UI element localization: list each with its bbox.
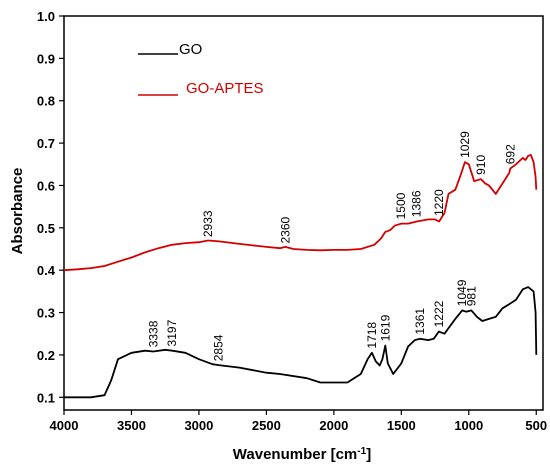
legend-label-go-aptes: GO-APTES <box>186 80 264 97</box>
y-tick-label-1.0: 1.0 <box>37 9 55 24</box>
y-tick-label-0.8: 0.8 <box>37 94 55 109</box>
peak-label-1220: 1220 <box>432 189 446 216</box>
y-tick-label-0.4: 0.4 <box>37 263 56 278</box>
peak-label-1361: 1361 <box>413 308 427 335</box>
plot-border <box>63 15 544 411</box>
peak-label-1500: 1500 <box>394 192 408 219</box>
axes: 4000 3500 3000 2500 2000 1500 1000 500 0.1 0.2 0.3… <box>37 9 547 433</box>
x-axis-title-main: Wavenumber [cm <box>233 446 357 463</box>
peak-label-1222: 1222 <box>432 300 446 327</box>
peak-label-1619: 1619 <box>378 314 392 341</box>
series-line-go <box>64 286 538 399</box>
x-tick-label-2500: 2500 <box>252 418 281 433</box>
x-tick-label-1500: 1500 <box>387 418 416 433</box>
plot-frame <box>63 15 544 411</box>
x-axis-title: Wavenumber [cm-1] <box>233 446 371 464</box>
peak-label-692: 692 <box>503 144 517 164</box>
peak-label-1718: 1718 <box>365 322 379 349</box>
x-tick-label-3000: 3000 <box>184 418 213 433</box>
y-tick-label-0.2: 0.2 <box>37 348 55 363</box>
x-tick-label-500: 500 <box>525 418 547 433</box>
series-group <box>63 154 538 399</box>
legend-label-go: GO <box>179 41 202 58</box>
x-axis-title-close: ] <box>366 446 371 463</box>
peak-label-981: 981 <box>464 286 478 306</box>
peak-label-1049: 1049 <box>455 279 469 306</box>
legend: GO GO-APTES <box>138 41 264 97</box>
peak-label-2854: 2854 <box>212 334 226 361</box>
peak-label-1029: 1029 <box>458 131 472 158</box>
peak-label-3338: 3338 <box>146 320 160 347</box>
peak-label-3197: 3197 <box>165 319 179 346</box>
y-tick-label-0.5: 0.5 <box>37 221 55 236</box>
peak-label-2933: 2933 <box>201 210 215 237</box>
peak-label-2360: 2360 <box>278 216 292 243</box>
x-tick-label-1000: 1000 <box>454 418 483 433</box>
x-tick-label-4000: 4000 <box>50 418 79 433</box>
x-tick-label-2000: 2000 <box>319 418 348 433</box>
y-tick-label-0.7: 0.7 <box>37 136 55 151</box>
y-tick-label-0.3: 0.3 <box>37 306 55 321</box>
peak-label-910: 910 <box>474 155 488 175</box>
y-tick-label-0.1: 0.1 <box>37 390 55 405</box>
series-line-go-aptes <box>63 154 538 272</box>
y-tick-label-0.6: 0.6 <box>37 178 55 193</box>
y-axis-title: Absorbance <box>9 168 26 255</box>
x-axis-title-sup: -1 <box>357 446 366 457</box>
peak-label-1386: 1386 <box>410 190 424 217</box>
y-tick-label-0.9: 0.9 <box>37 51 55 66</box>
x-tick-label-3500: 3500 <box>117 418 146 433</box>
